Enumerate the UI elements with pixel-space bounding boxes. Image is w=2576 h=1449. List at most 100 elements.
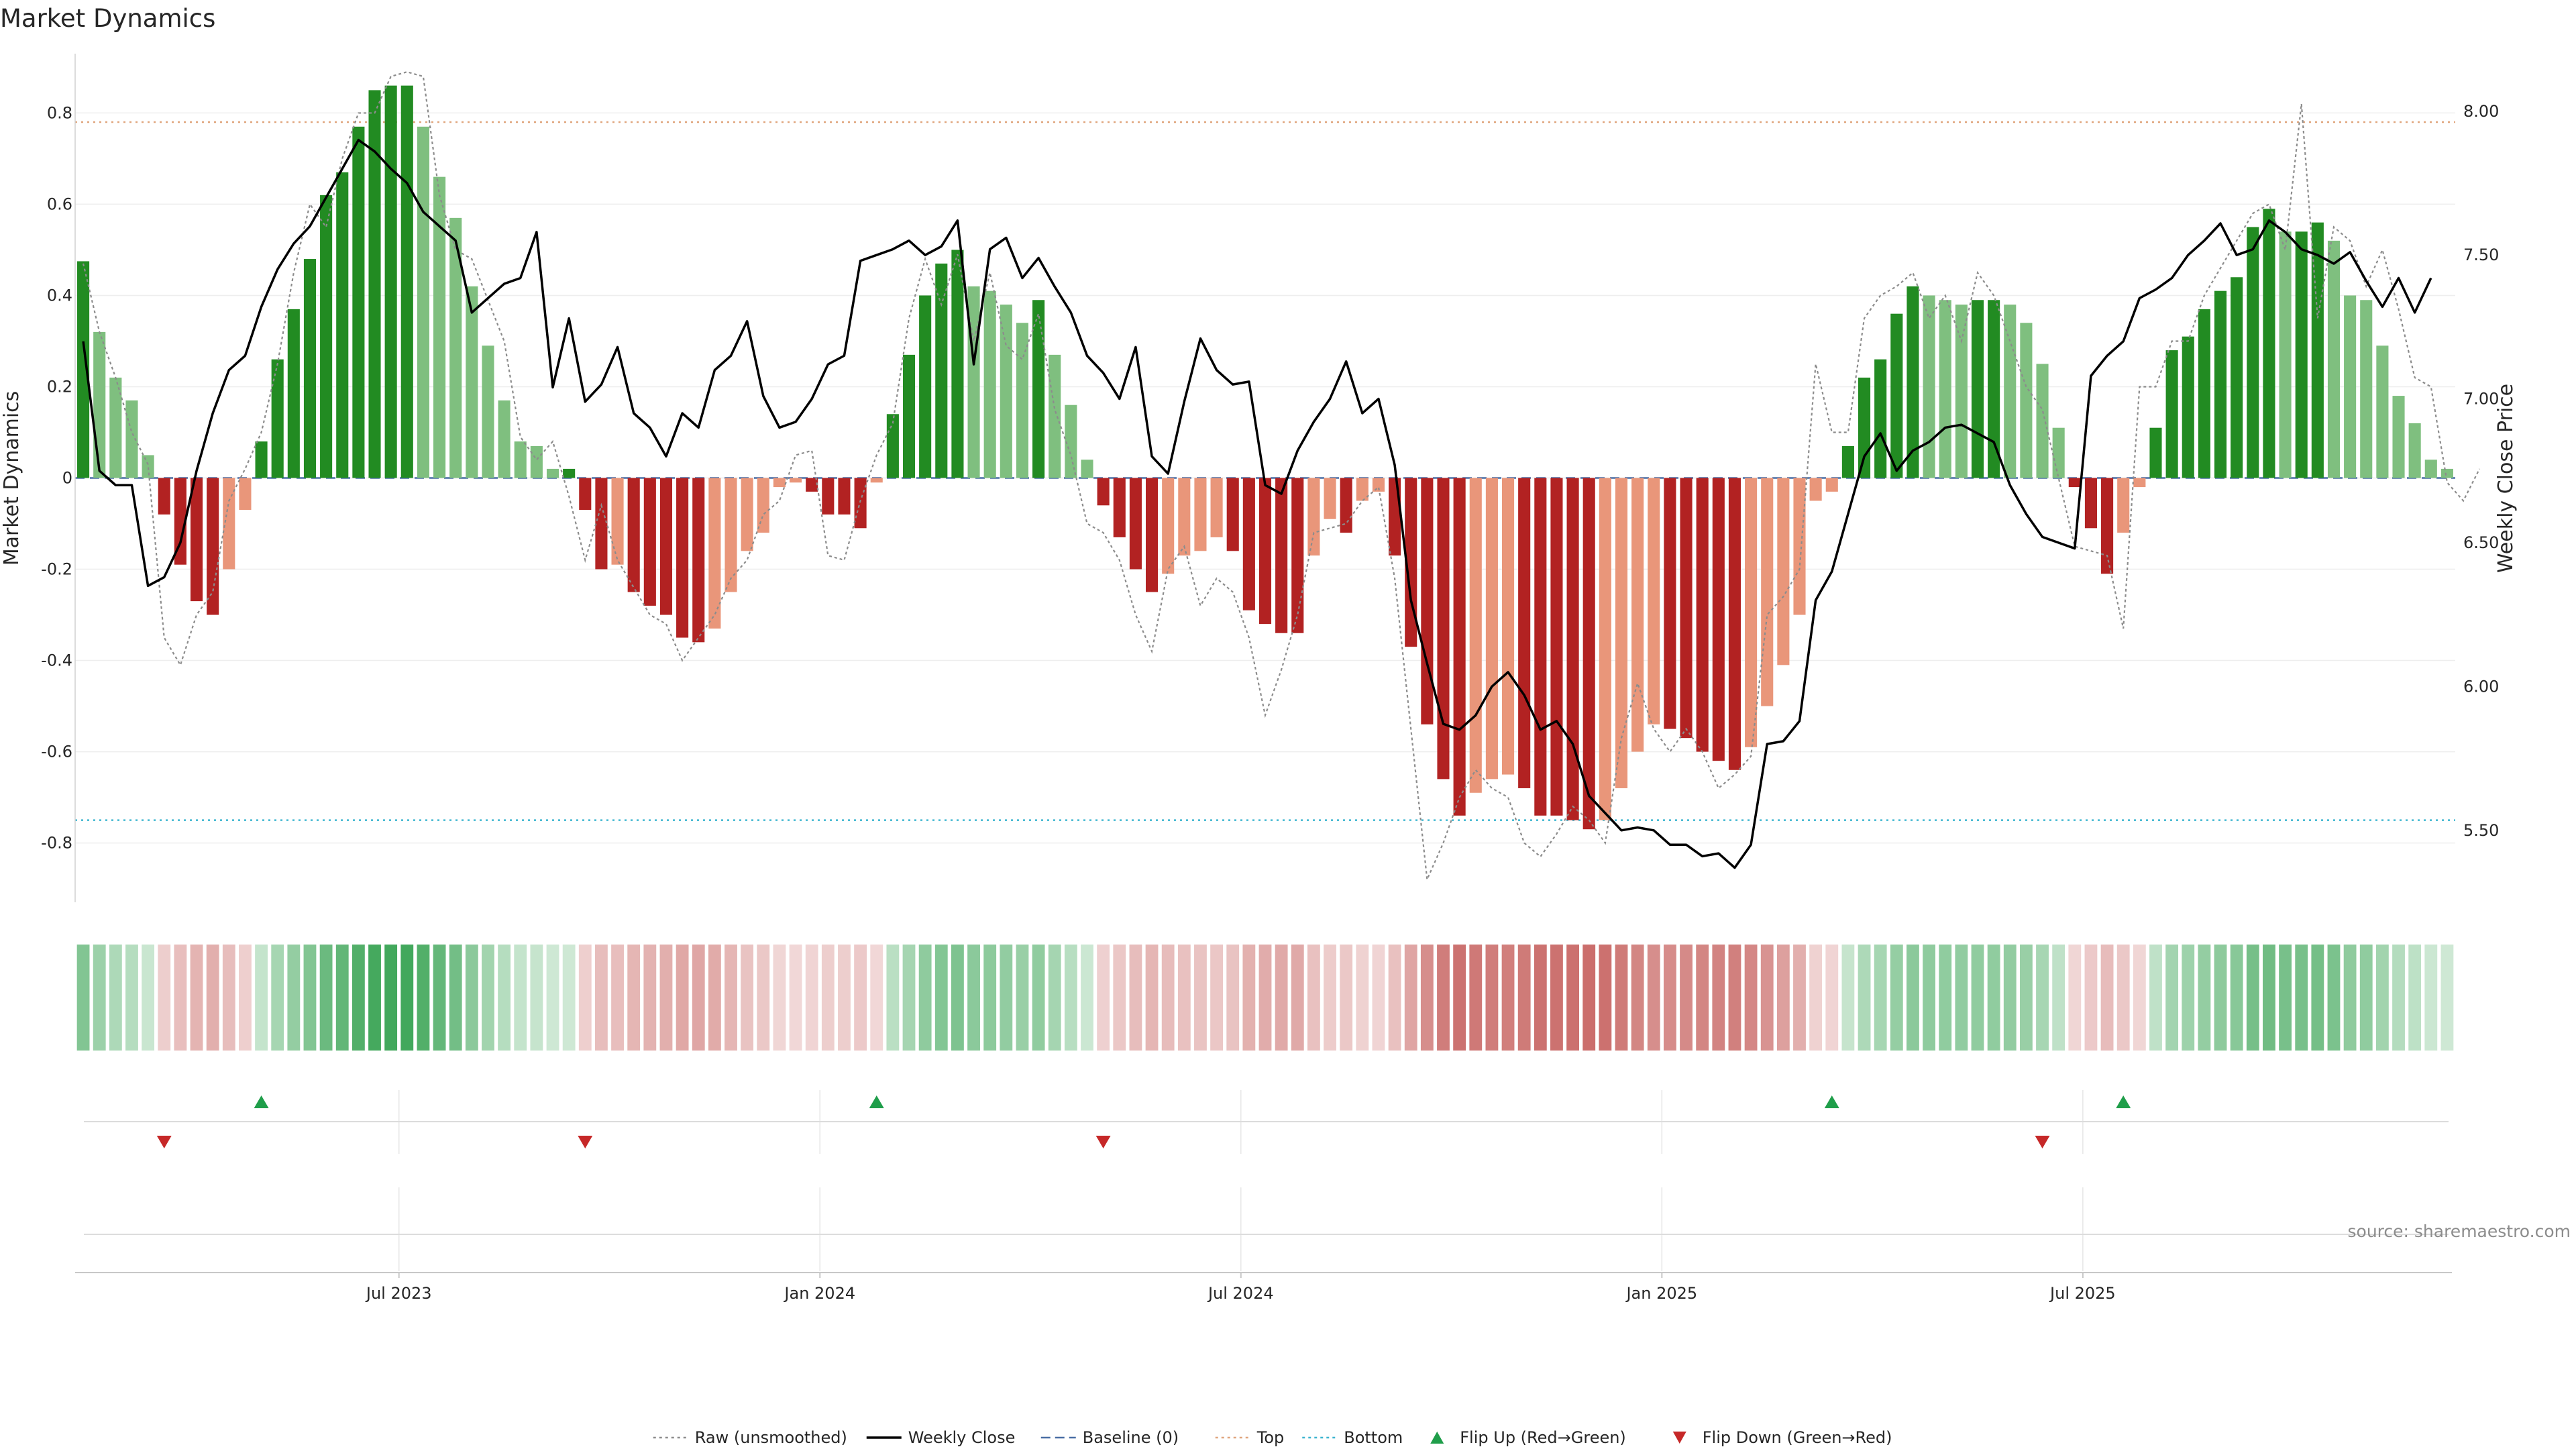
heat-cell: [1744, 945, 1758, 1051]
bar: [190, 478, 203, 602]
bar: [2263, 209, 2275, 478]
heat-cell: [206, 945, 219, 1051]
bar: [1485, 478, 1498, 780]
heat-cell: [805, 945, 818, 1051]
heat-cell: [1874, 945, 1887, 1051]
bar: [2101, 478, 2114, 574]
right-axis-label: Weekly Close Price: [2494, 384, 2518, 573]
heat-cell: [1809, 945, 1823, 1051]
heat-cell: [2003, 945, 2017, 1051]
left-tick-label: 0.4: [47, 286, 72, 305]
heat-cell: [1356, 945, 1369, 1051]
bar: [1210, 478, 1223, 537]
bar: [595, 478, 608, 570]
bar: [546, 468, 559, 478]
x-tick-label: Jan 2025: [1625, 1284, 1697, 1303]
heat-cell: [838, 945, 851, 1051]
heat-cell: [449, 945, 462, 1051]
heat-cell: [2149, 945, 2162, 1051]
bar: [271, 359, 284, 478]
heat-cell: [1776, 945, 1790, 1051]
bar: [2182, 336, 2194, 478]
heat-cell: [1841, 945, 1855, 1051]
bar: [1469, 478, 1482, 793]
heat-cell: [886, 945, 900, 1051]
heat-cell: [1680, 945, 1693, 1051]
bar: [530, 445, 543, 478]
heat-cell: [400, 945, 414, 1051]
heat-cell: [659, 945, 673, 1051]
bar: [1113, 478, 1126, 537]
weekly-close-line: [82, 138, 2432, 869]
bar: [1356, 478, 1368, 501]
bar: [2344, 295, 2357, 478]
heat-cell: [1453, 945, 1466, 1051]
heat-cell: [1404, 945, 1417, 1051]
heat-cell: [125, 945, 138, 1051]
bar: [1016, 323, 1029, 478]
bar: [1324, 478, 1336, 519]
bar: [336, 172, 349, 478]
heat-cell: [2440, 945, 2454, 1051]
heat-cell: [2375, 945, 2389, 1051]
heat-cell: [1210, 945, 1224, 1051]
heat-cell: [1113, 945, 1126, 1051]
right-tick-label: 8.00: [2463, 102, 2499, 121]
bar: [1049, 354, 1061, 478]
heat-cell: [174, 945, 187, 1051]
heat-cell: [1647, 945, 1660, 1051]
heat-cell: [1987, 945, 2000, 1051]
heat-cell: [2133, 945, 2146, 1051]
heat-cell: [1420, 945, 1434, 1051]
legend-label: Flip Down (Green→Red): [1703, 1428, 1892, 1447]
bar: [498, 400, 511, 478]
bar: [870, 478, 883, 483]
bar: [2084, 478, 2097, 529]
left-tick-label: -0.2: [41, 560, 72, 579]
heat-cell: [595, 945, 608, 1051]
heat-cell: [1081, 945, 1093, 1051]
bar: [239, 478, 252, 511]
bar: [2149, 427, 2162, 478]
heat-cell: [1177, 945, 1191, 1051]
bar: [1582, 478, 1595, 830]
heat-cell: [692, 945, 705, 1051]
bar: [708, 478, 721, 629]
heat-cell: [1793, 945, 1806, 1051]
bar: [109, 377, 122, 478]
heat-cell: [1258, 945, 1272, 1051]
heat-cell: [2165, 945, 2179, 1051]
bar: [2247, 227, 2259, 478]
bar: [1275, 478, 1288, 633]
bar: [822, 478, 835, 515]
bar: [1988, 300, 2000, 478]
bar: [854, 478, 867, 529]
bar: [1437, 478, 1450, 780]
bar: [1129, 478, 1142, 570]
heat-cell: [2295, 945, 2308, 1051]
bar: [1097, 478, 1110, 506]
heat-cell: [239, 945, 252, 1051]
left-tick-label: 0.6: [47, 195, 72, 213]
heat-cell: [352, 945, 365, 1051]
heat-cell: [1858, 945, 1871, 1051]
heat-cell: [2036, 945, 2049, 1051]
bar: [417, 126, 429, 478]
bar: [1631, 478, 1644, 752]
heat-cell: [821, 945, 835, 1051]
heat-cell: [627, 945, 641, 1051]
bar: [287, 309, 300, 478]
flip-panel-grid: [84, 1090, 2449, 1271]
legend-item: Baseline (0): [1040, 1428, 1179, 1447]
flip-down-marker: [2035, 1136, 2050, 1148]
heat-cell: [983, 945, 997, 1051]
heat-cell: [870, 945, 883, 1051]
left-tick-label: 0.8: [47, 103, 72, 122]
heat-cell: [368, 945, 381, 1051]
heat-cell: [335, 945, 349, 1051]
raw-unsmoothed-series: [82, 71, 2481, 883]
heat-cell: [1016, 945, 1029, 1051]
bar: [1599, 478, 1611, 820]
bar: [2052, 427, 2065, 478]
heat-cell: [1534, 945, 1547, 1051]
